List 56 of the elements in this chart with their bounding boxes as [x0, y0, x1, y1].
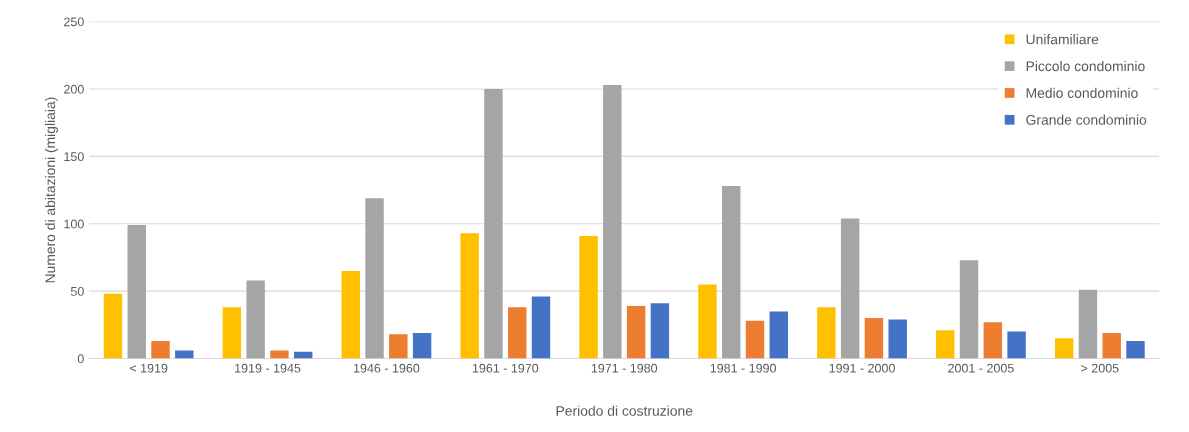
bar	[745, 320, 765, 359]
bar	[389, 334, 408, 359]
y-tick-label: 250	[64, 17, 84, 27]
bar	[864, 318, 884, 359]
bar	[603, 84, 622, 359]
bar	[1126, 341, 1145, 359]
bar	[722, 186, 741, 359]
x-tick-label: 1971 - 1980	[591, 363, 658, 373]
legend-label: Unifamiliare	[1026, 34, 1099, 45]
bar	[246, 280, 265, 359]
x-tick-label: < 1919	[129, 363, 168, 373]
bar	[1078, 289, 1098, 359]
bar	[1102, 332, 1121, 359]
y-tick-label: 0	[77, 354, 84, 364]
bar	[1054, 338, 1074, 359]
x-tick-label: 1919 - 1945	[235, 363, 301, 373]
bar	[840, 218, 860, 359]
x-tick-label: > 2005	[1081, 363, 1119, 373]
x-tick-label: 2001 - 2005	[948, 363, 1014, 373]
bar	[1007, 331, 1026, 359]
bar	[959, 260, 979, 359]
bar	[103, 293, 123, 359]
y-tick-label: 50	[70, 286, 84, 296]
y-tick-label: 150	[64, 152, 84, 162]
bar	[983, 322, 1003, 359]
bar	[127, 225, 146, 359]
bar	[341, 270, 360, 359]
bar	[175, 350, 194, 359]
bar	[650, 303, 670, 359]
bar	[936, 330, 955, 359]
bar	[888, 319, 907, 359]
x-tick-label: 1991 - 2000	[829, 363, 895, 373]
bar	[460, 233, 479, 359]
bar	[769, 311, 789, 359]
x-tick-label: 1961 - 1970	[472, 363, 539, 373]
y-tick-label: 200	[64, 84, 84, 94]
bar	[270, 350, 289, 359]
bar	[817, 307, 836, 359]
bar	[508, 307, 527, 359]
bar	[412, 332, 432, 359]
bar	[151, 341, 170, 359]
bar	[626, 305, 646, 359]
bar	[531, 296, 551, 359]
legend-label: Medio condominio	[1026, 87, 1138, 98]
bar	[698, 284, 717, 359]
x-tick-label: 1981 - 1990	[710, 363, 776, 373]
y-tick-label: 100	[64, 219, 84, 229]
bar	[222, 307, 242, 359]
y-axis-title: Numero di abitazioni (migliaia)	[44, 97, 58, 283]
x-axis-title: Periodo di costruzione	[556, 405, 693, 416]
bar	[579, 235, 598, 359]
legend-label: Grande condominio	[1026, 114, 1147, 125]
bar	[365, 198, 384, 359]
bar	[484, 88, 503, 359]
x-tick-label: 1946 - 1960	[354, 363, 420, 373]
legend-label: Piccolo condominio	[1026, 60, 1145, 72]
